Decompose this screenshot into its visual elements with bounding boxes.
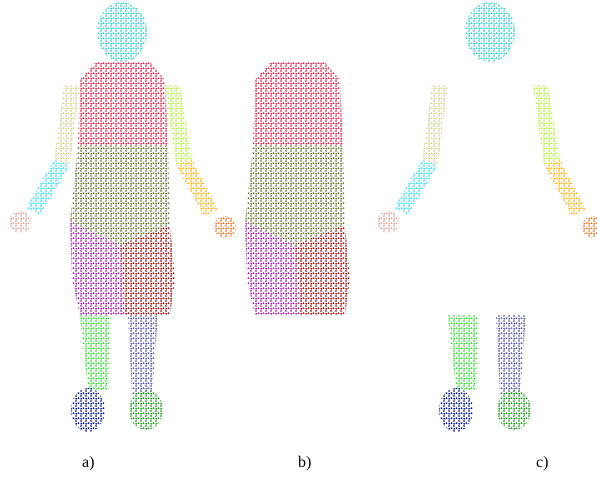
body-b bbox=[245, 62, 350, 315]
panel-label: b) bbox=[298, 454, 311, 471]
body-a bbox=[9, 2, 236, 432]
body-c bbox=[377, 2, 597, 432]
panel-label: c) bbox=[536, 454, 548, 471]
figure: a) b) c) bbox=[0, 0, 597, 483]
panel-label: a) bbox=[82, 454, 94, 471]
